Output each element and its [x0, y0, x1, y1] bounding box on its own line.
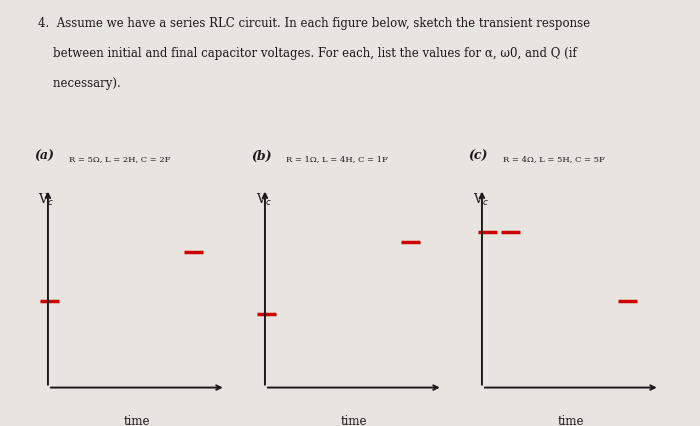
Text: time: time [557, 414, 584, 426]
Text: time: time [123, 414, 150, 426]
Text: R = 1Ω, L = 4H, C = 1F: R = 1Ω, L = 4H, C = 1F [286, 155, 388, 163]
Text: (b): (b) [252, 150, 272, 163]
Text: R = 5Ω, L = 2H, C = 2F: R = 5Ω, L = 2H, C = 2F [69, 155, 170, 163]
Text: (a): (a) [35, 150, 55, 163]
Text: V$_c$: V$_c$ [256, 192, 272, 207]
Text: V$_c$: V$_c$ [38, 192, 55, 207]
Text: 4.  Assume we have a series RLC circuit. In each figure below, sketch the transi: 4. Assume we have a series RLC circuit. … [38, 17, 591, 30]
Text: between initial and final capacitor voltages. For each, list the values for α, ω: between initial and final capacitor volt… [38, 47, 577, 60]
Text: necessary).: necessary). [38, 77, 121, 89]
Text: R = 4Ω, L = 5H, C = 5F: R = 4Ω, L = 5H, C = 5F [503, 155, 605, 163]
Text: V$_c$: V$_c$ [473, 192, 489, 207]
Text: (c): (c) [469, 150, 488, 163]
Text: time: time [340, 414, 367, 426]
